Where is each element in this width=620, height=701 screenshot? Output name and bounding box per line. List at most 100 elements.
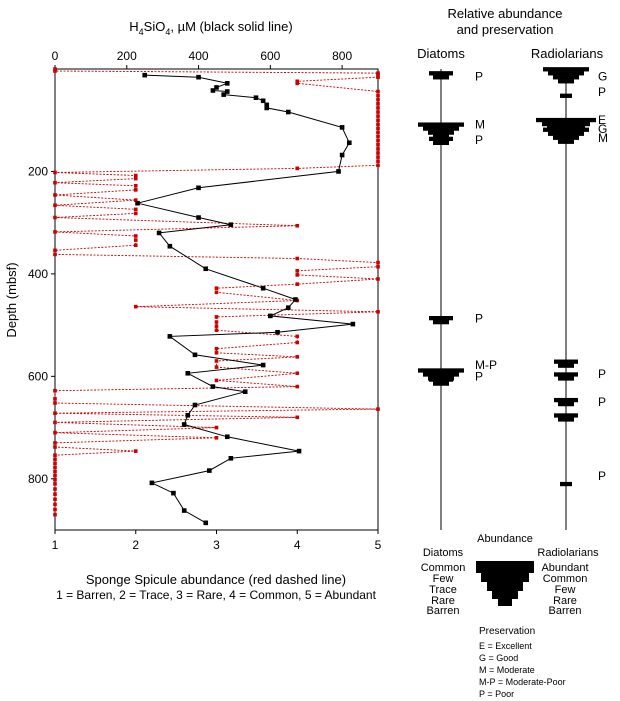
spicule-point bbox=[376, 277, 380, 281]
spicule-point bbox=[376, 126, 380, 131]
spicule-point bbox=[133, 304, 138, 309]
abundance-mark bbox=[554, 372, 578, 377]
abundance-title-line1: Relative abundance bbox=[448, 6, 563, 21]
silicic-acid-point bbox=[185, 370, 191, 376]
silicic-acid-point bbox=[350, 321, 356, 327]
spicule-point bbox=[53, 453, 57, 458]
legend-right-levels: Abundant Common Few Rare Barren bbox=[541, 562, 588, 617]
spicule-point bbox=[376, 260, 380, 265]
abundance-mark bbox=[558, 79, 574, 84]
silicic-acid-point bbox=[285, 305, 291, 310]
silicic-acid-point bbox=[142, 72, 148, 78]
spicule-point bbox=[53, 215, 57, 220]
spicule-point bbox=[376, 134, 380, 139]
silicic-acid-point bbox=[285, 109, 291, 115]
silicic-acid-point bbox=[181, 508, 187, 513]
spicule-point bbox=[133, 176, 138, 181]
depth-tick-label: 600 bbox=[28, 369, 48, 383]
bottom-tick-label: 4 bbox=[294, 538, 301, 552]
silicic-acid-point bbox=[192, 352, 198, 358]
legend-left-levels: Common Few Trace Rare Barren bbox=[421, 562, 466, 617]
bottom-tick-label: 5 bbox=[375, 538, 382, 552]
abundance-mark bbox=[542, 121, 590, 127]
spicule-point bbox=[53, 487, 57, 491]
silicic-acid-point bbox=[264, 102, 270, 108]
spicule-point bbox=[53, 478, 57, 482]
silicic-acid-point bbox=[296, 448, 302, 454]
silicic-acid-point bbox=[228, 222, 234, 228]
spicule-point bbox=[53, 492, 57, 496]
abundance-mark bbox=[558, 376, 574, 381]
spicule-point bbox=[295, 269, 300, 273]
spicule-point bbox=[376, 75, 380, 79]
legend-right-level: Few bbox=[555, 584, 576, 596]
abundance-mark bbox=[433, 140, 449, 146]
spicule-point bbox=[214, 378, 219, 383]
silicic-acid-point bbox=[224, 81, 230, 86]
silicic-acid-point bbox=[196, 215, 201, 220]
plot-frame bbox=[54, 68, 379, 531]
spicule-point bbox=[133, 211, 138, 216]
spicule-point bbox=[376, 118, 380, 123]
spicule-point bbox=[376, 89, 380, 94]
abundance-mark bbox=[428, 130, 454, 135]
abundance-mark bbox=[433, 75, 449, 80]
abundance-mark bbox=[423, 126, 459, 131]
bottom-axis-sublabel: 1 = Barren, 2 = Trace, 3 = Rare, 4 = Com… bbox=[56, 588, 377, 602]
silicic-acid-point bbox=[224, 434, 230, 440]
diatoms-header: Diatoms bbox=[417, 46, 465, 61]
abundance-mark bbox=[553, 135, 579, 140]
top-tick-label: 0 bbox=[52, 49, 59, 63]
silicic-acid-point bbox=[264, 105, 270, 111]
silicic-acid-point bbox=[253, 95, 259, 100]
spicule-point bbox=[53, 473, 57, 478]
preservation-label: M bbox=[598, 131, 608, 145]
silicic-acid-series bbox=[135, 72, 356, 526]
sponge-spicule-series bbox=[53, 67, 380, 517]
spicule-point bbox=[133, 183, 138, 188]
silicic-acid-point bbox=[167, 334, 173, 339]
spicule-point bbox=[133, 243, 138, 248]
spicule-point bbox=[214, 290, 219, 295]
spicule-point bbox=[295, 273, 300, 277]
bottom-tick-label: 2 bbox=[132, 538, 139, 552]
legend-right-level: Abundant bbox=[541, 562, 588, 574]
abundance-mark bbox=[558, 401, 574, 407]
silicic-acid-point bbox=[260, 362, 266, 368]
spicule-point bbox=[295, 223, 300, 228]
silicic-acid-point bbox=[196, 74, 201, 80]
abundance-mark bbox=[433, 134, 449, 139]
spicule-point bbox=[53, 482, 57, 486]
spicule-point bbox=[214, 436, 219, 440]
abundance-mark bbox=[558, 139, 574, 144]
preservation-label: E bbox=[598, 113, 606, 127]
abundance-mark bbox=[558, 363, 574, 368]
spicule-point bbox=[133, 449, 138, 453]
spicule-point bbox=[53, 420, 57, 425]
spicule-point bbox=[53, 497, 57, 502]
spicule-point bbox=[53, 457, 57, 462]
spicule-point bbox=[53, 430, 57, 435]
silicic-acid-point bbox=[336, 169, 341, 174]
spicule-point bbox=[214, 328, 219, 333]
silicic-acid-point bbox=[203, 266, 209, 272]
abundance-mark bbox=[560, 93, 572, 98]
silicic-acid-point bbox=[242, 389, 248, 394]
legend-pyramid-step bbox=[476, 561, 534, 573]
preservation-label: P bbox=[475, 70, 483, 84]
silicic-acid-point bbox=[167, 243, 173, 249]
spicule-point bbox=[53, 512, 57, 517]
abundance-mark bbox=[543, 127, 589, 132]
silicic-acid-point bbox=[293, 297, 298, 302]
abundance-mark bbox=[558, 417, 574, 422]
depth-tick-label: 400 bbox=[28, 267, 48, 281]
spicule-point bbox=[133, 234, 138, 238]
silicic-acid-point bbox=[149, 480, 155, 486]
spicule-point bbox=[376, 114, 380, 118]
spicule-point bbox=[376, 138, 380, 143]
spicule-point bbox=[295, 166, 300, 171]
silicic-acid-point bbox=[224, 89, 230, 94]
silicic-acid-point bbox=[196, 185, 201, 191]
